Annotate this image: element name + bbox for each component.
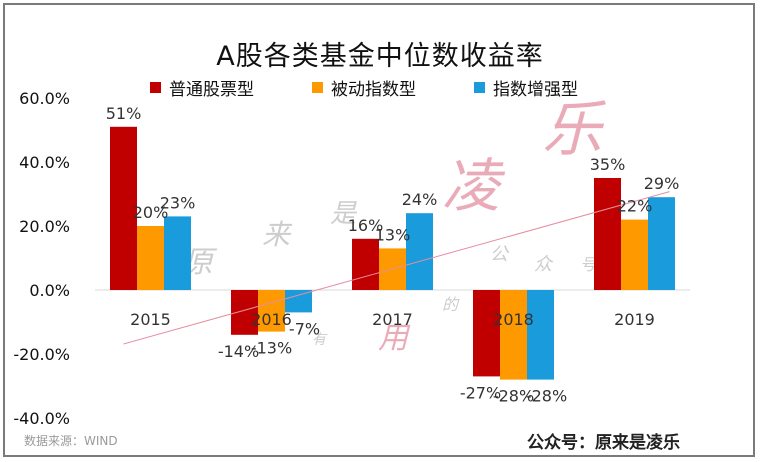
x-tick-label: 2018 [493, 310, 534, 329]
data-label: -28% [493, 387, 534, 406]
y-tick-label: 60.0% [19, 89, 70, 108]
data-label: 20% [133, 203, 169, 222]
footer-credit: 公众号：原来是凌乐 [527, 433, 680, 453]
legend: 普通股票型 被动指数型 指数增强型 [150, 75, 578, 100]
watermark-char: 公 [490, 244, 510, 265]
legend-label-1: 普通股票型 [169, 80, 254, 100]
legend-item-3: 指数增强型 [474, 75, 578, 100]
watermark-char: 乐 [542, 95, 606, 165]
bar-被动指数型-2019 [621, 219, 648, 290]
bar-被动指数型-2015 [137, 226, 164, 290]
watermark-char: 的 [442, 295, 460, 314]
bar-指数增强型-2019 [648, 197, 675, 290]
data-label: 51% [106, 104, 142, 123]
bar-指数增强型-2015 [164, 216, 191, 290]
watermark-char: 用 [378, 321, 411, 356]
data-label: 22% [617, 197, 653, 216]
y-tick-label: 40.0% [19, 153, 70, 172]
legend-label-2: 被动指数型 [331, 80, 416, 100]
y-tick-label: -20.0% [13, 345, 70, 364]
y-tick-label: 20.0% [19, 217, 70, 236]
data-label: 29% [644, 174, 680, 193]
bar-普通股票型-2019 [594, 178, 621, 290]
legend-swatch-2 [312, 82, 323, 93]
legend-swatch-3 [474, 82, 485, 93]
data-label: 16% [348, 216, 384, 235]
data-label: -27% [460, 383, 501, 402]
watermark-char: 是 [330, 199, 358, 229]
data-label: 35% [590, 155, 626, 174]
legend-label-3: 指数增强型 [493, 80, 578, 100]
y-tick-label: -40.0% [13, 409, 70, 428]
trendline [123, 191, 670, 345]
data-label: -13% [251, 339, 292, 358]
data-label: 24% [402, 190, 438, 209]
bar-指数增强型-2017 [406, 213, 433, 290]
bar-被动指数型-2018 [500, 290, 527, 380]
bar-被动指数型-2016 [258, 290, 285, 332]
bar-普通股票型-2017 [352, 238, 379, 290]
data-label: 23% [160, 193, 196, 212]
bar-普通股票型-2018 [473, 290, 500, 377]
bar-指数增强型-2018 [527, 290, 554, 380]
watermark-char: 凌 [442, 152, 506, 220]
watermark-char: 来 [262, 218, 293, 251]
watermark-char: 众 [534, 254, 554, 275]
legend-item-1: 普通股票型 [150, 75, 254, 100]
y-tick-label: 0.0% [29, 281, 70, 300]
x-tick-label: 2015 [130, 310, 171, 329]
chart-title: A股各类基金中位数收益率 [216, 41, 544, 72]
bar-普通股票型-2015 [110, 126, 137, 290]
data-label: 13% [375, 225, 411, 244]
data-source: 数据来源：WIND [24, 434, 118, 448]
x-tick-label: 2016 [251, 310, 292, 329]
x-tick-label: 2019 [614, 310, 655, 329]
watermark-char: 号 [580, 255, 597, 274]
data-label: -7% [289, 319, 320, 338]
data-label: -14% [218, 342, 259, 361]
bar-指数增强型-2016 [285, 290, 312, 313]
watermark-char: 有 [312, 332, 328, 348]
data-label: -28% [526, 387, 567, 406]
legend-item-2: 被动指数型 [312, 75, 416, 100]
legend-swatch-1 [150, 82, 161, 93]
x-tick-label: 2017 [372, 310, 413, 329]
